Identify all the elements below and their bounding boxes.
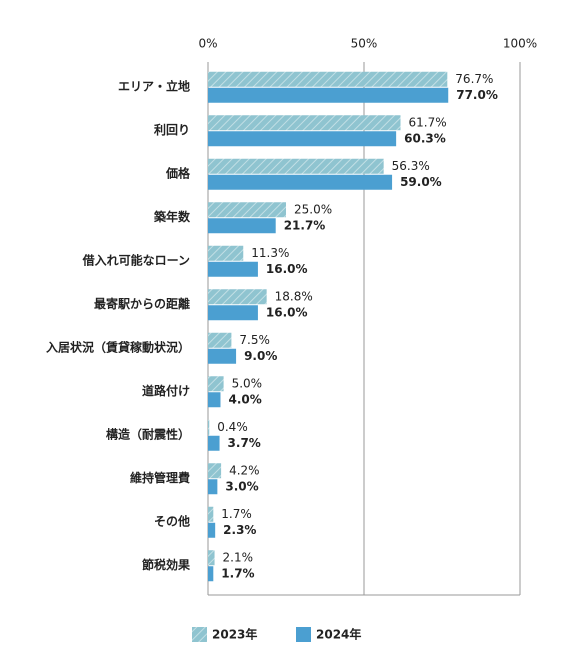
category-label: 借入れ可能なローン [82, 252, 190, 267]
category-label: 節税効果 [142, 557, 190, 572]
legend-label: 2024年 [316, 627, 361, 642]
value-label: 7.5% [239, 333, 270, 347]
value-label: 3.7% [228, 436, 261, 450]
value-label: 16.0% [266, 305, 308, 319]
bar [208, 522, 216, 538]
category-label: 利回り [154, 122, 190, 137]
bar [208, 550, 215, 566]
bar [208, 376, 224, 392]
value-label: 2.3% [223, 523, 256, 537]
x-tick-label: 0% [198, 37, 217, 51]
category-label: その他 [154, 513, 190, 528]
value-label: 60.3% [404, 131, 446, 145]
value-label: 0.4% [217, 420, 248, 434]
bar [208, 115, 401, 131]
bar [208, 479, 218, 495]
category-label: エリア・立地 [118, 78, 190, 93]
bar [208, 305, 258, 321]
value-label: 1.7% [221, 507, 252, 521]
bar [208, 566, 214, 582]
value-label: 25.0% [294, 202, 332, 216]
value-label: 11.3% [251, 246, 289, 260]
value-label: 76.7% [455, 72, 493, 86]
value-label: 5.0% [232, 376, 263, 390]
value-label: 4.2% [229, 463, 260, 477]
value-label: 61.7% [409, 115, 447, 129]
value-label: 3.0% [225, 479, 258, 493]
bar [208, 261, 258, 277]
value-label: 59.0% [400, 175, 442, 189]
bar [208, 332, 232, 348]
value-label: 4.0% [228, 392, 261, 406]
x-tick-label: 50% [351, 37, 378, 51]
legend-swatch [296, 627, 311, 642]
value-label: 16.0% [266, 262, 308, 276]
category-label: 価格 [165, 165, 191, 180]
bar [208, 506, 214, 522]
value-label: 77.0% [456, 88, 498, 102]
category-label: 築年数 [153, 209, 191, 224]
category-label: 維持管理費 [130, 470, 190, 485]
category-label: 構造（耐震性） [106, 426, 190, 441]
bar [208, 218, 276, 234]
value-label: 1.7% [221, 566, 254, 580]
category-label: 入居状況（賃貸稼動状況） [46, 339, 190, 354]
bar [208, 463, 222, 479]
legend-swatch [192, 627, 207, 642]
value-label: 9.0% [244, 349, 277, 363]
value-label: 21.7% [284, 218, 326, 232]
bar [208, 435, 220, 451]
bar [208, 71, 448, 87]
bar [208, 392, 221, 408]
category-label: 最寄駅からの距離 [94, 296, 190, 311]
bar [208, 289, 267, 305]
bar [208, 131, 397, 147]
bar [208, 419, 210, 435]
category-label: 道路付け [142, 383, 190, 398]
legend-label: 2023年 [212, 627, 257, 642]
value-label: 56.3% [392, 159, 430, 173]
value-label: 2.1% [223, 550, 254, 564]
x-tick-label: 100% [503, 37, 537, 51]
bar [208, 245, 244, 261]
bar [208, 348, 237, 364]
bar [208, 202, 286, 218]
value-label: 18.8% [275, 289, 313, 303]
bar [208, 158, 384, 174]
bar [208, 174, 393, 190]
bar [208, 87, 449, 103]
